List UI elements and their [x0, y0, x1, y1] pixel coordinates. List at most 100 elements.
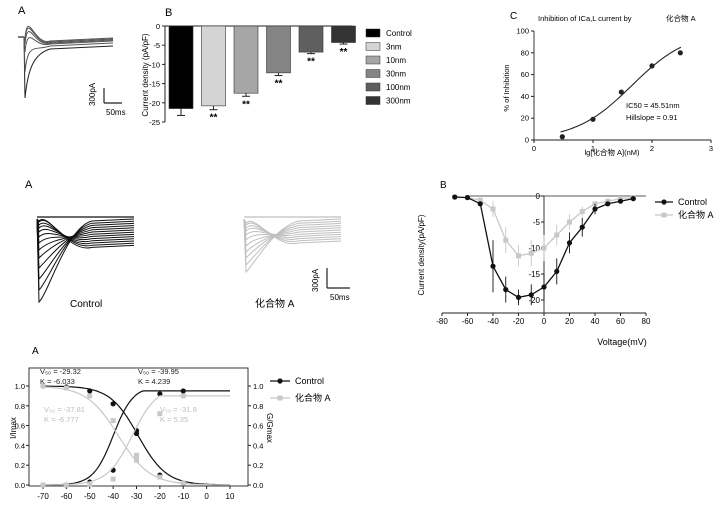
scale-time-label: 50ms — [106, 108, 126, 117]
control-trace-sweep — [36, 218, 135, 304]
act-axis: 0.0 0.0 0.2 0.2 0.4 0.4 0.6 0.6 0.8 0.8 1.0 1.0 -70 -… — [15, 367, 263, 501]
ctrl-inact-v50: V₅₀ = -29.32 — [40, 367, 81, 376]
act-legend-marker — [277, 395, 283, 401]
act-right-y-tick-label: 0.6 — [253, 422, 263, 431]
act-point — [134, 457, 139, 463]
dose-point — [677, 50, 683, 56]
dose-y-tick-label: 100 — [516, 27, 529, 36]
dose-title-compound: 化合物 A — [666, 13, 696, 23]
iv-point — [477, 201, 483, 207]
bar-y-tick-label: -25 — [149, 118, 160, 127]
act-right-y-tick-label: 0.8 — [253, 402, 263, 411]
iv-y-tick-label: -20 — [528, 296, 540, 305]
bar-legend-swatch — [365, 42, 381, 51]
compound-trace-label: 化合物 A — [255, 297, 295, 310]
iv-point — [567, 219, 572, 225]
iv-x-tick-label: -20 — [513, 317, 525, 326]
traces-top-lines — [18, 25, 114, 99]
traces-top-panel: A 300pA 50ms — [18, 5, 126, 117]
trace-sweep — [23, 36, 114, 73]
scale-current-label: 300pA — [88, 82, 97, 106]
iv-legend-marker — [661, 199, 667, 205]
act-x-tick-label: -30 — [131, 492, 143, 501]
act-frame — [28, 367, 249, 487]
act-point — [63, 385, 69, 391]
panel-label-a-mid: A — [25, 179, 33, 191]
act-point — [87, 388, 93, 394]
act-fit-activation — [43, 390, 230, 486]
compound-trace-sweep — [243, 218, 342, 242]
iv-x-tick-label: 40 — [591, 317, 600, 326]
act-x-tick-label: 0 — [204, 492, 209, 501]
ctrl-inact-k: K = -6.033 — [40, 377, 75, 386]
control-trace-label: Control — [70, 299, 102, 310]
act-point — [180, 480, 186, 486]
iv-point — [515, 294, 522, 300]
iv-point — [490, 263, 496, 269]
iv-point — [477, 197, 483, 203]
bar-y-tick-label: -5 — [153, 41, 160, 50]
iv-y-axis-label: Current density(pA/pF) — [417, 214, 426, 295]
control-trace-sweep — [36, 218, 135, 239]
act-legend-label: 化合物 A — [295, 392, 331, 403]
trace-sweep — [23, 36, 114, 99]
act-point — [157, 391, 163, 397]
dose-x-tick-label: 1 — [591, 144, 595, 153]
cmp-inact-k: K = -6.777 — [44, 415, 79, 424]
iv-point — [528, 292, 534, 298]
compound-trace-sweep — [243, 218, 342, 274]
compound-trace-sweep — [243, 218, 342, 248]
act-x-tick-label: -20 — [154, 492, 166, 501]
iv-x-tick-label: -80 — [436, 317, 448, 326]
bar-300nm — [331, 25, 356, 43]
dose-point — [649, 63, 655, 69]
bar-10nm — [233, 25, 259, 94]
act-left-y-tick-label: 0.2 — [15, 461, 25, 470]
act-right-y-tick-label: 1.0 — [253, 382, 263, 391]
iv-point — [592, 206, 598, 212]
iv-legend-marker — [661, 212, 667, 218]
compound-trace-sweep — [243, 218, 342, 260]
bar-legend-label: 10nm — [386, 56, 406, 65]
bar-y-tick-label: -15 — [149, 80, 160, 89]
bar-significance: ** — [275, 79, 283, 90]
iv-point — [541, 284, 547, 290]
dose-ic50-annotation: IC50 = 45.51nm — [626, 101, 680, 110]
dose-y-tick-label: 40 — [521, 92, 529, 101]
bar-axis: 0 -5 -10 -15 -20 -25 — [149, 22, 352, 127]
bar-Control — [168, 25, 194, 109]
act-x-tick-label: -10 — [177, 492, 189, 501]
cmp-act-v50: V₅₀ = -31.8 — [160, 405, 197, 414]
iv-point — [630, 196, 636, 202]
dose-hill-annotation: Hillslope = 0.91 — [626, 113, 678, 122]
trace-sweep — [23, 30, 114, 45]
act-x-tick-label: 10 — [226, 492, 235, 501]
iv-point — [554, 232, 560, 238]
act-left-y-label: I/Imax — [9, 417, 18, 439]
bar-y-tick-label: -20 — [149, 99, 160, 108]
control-trace-sweep — [36, 218, 135, 281]
iv-point — [516, 253, 521, 259]
dose-y-tick-label: 0 — [525, 136, 529, 145]
iv-point — [566, 240, 573, 246]
act-left-y-tick-label: 0.4 — [15, 441, 25, 450]
iv-legend-label: 化合物 A — [678, 209, 714, 220]
panel-label-a-top: A — [18, 5, 26, 17]
bar-legend-swatch — [365, 82, 381, 92]
dose-fit-curve — [560, 46, 682, 133]
act-x-tick-label: -50 — [84, 492, 96, 501]
compound-trace-sweep — [243, 218, 342, 245]
act-point — [180, 393, 186, 399]
act-x-tick-label: -70 — [37, 492, 49, 501]
bar-legend-swatch — [365, 55, 381, 65]
bar-legend-label: Control — [386, 29, 412, 38]
ctrl-act-v50: V₅₀ = -39.95 — [138, 367, 179, 376]
act-marks — [40, 383, 231, 488]
iv-y-tick-label: 0 — [536, 192, 541, 201]
control-trace-sweep — [36, 218, 135, 249]
act-point — [40, 383, 46, 389]
act-legend: Control 化合物 A — [270, 376, 331, 403]
control-trace-sweep — [36, 218, 135, 252]
iv-point — [503, 237, 509, 243]
dose-y-tick-label: 60 — [521, 70, 529, 79]
